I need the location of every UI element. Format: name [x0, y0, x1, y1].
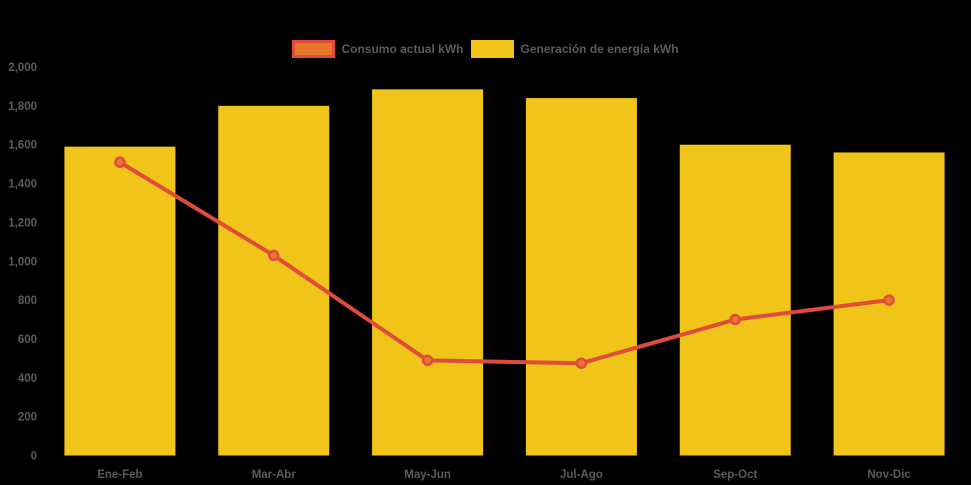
- y-tick-label: 400: [18, 373, 37, 385]
- y-tick-label: 1,000: [8, 256, 37, 268]
- x-tick-label: Mar-Abr: [252, 469, 297, 481]
- data-point-marker: [421, 354, 434, 367]
- legend-label-generacion: Generación de energía kWh: [520, 42, 679, 56]
- x-tick-label: Ene-Feb: [97, 469, 142, 481]
- y-tick-label: 1,600: [8, 140, 37, 152]
- x-tick-label: Jul-Ago: [560, 469, 603, 481]
- generation-bar: [64, 146, 176, 456]
- y-tick-label: 1,200: [8, 217, 37, 229]
- chart-legend: Consumo actual kWh Generación de energía…: [0, 40, 971, 58]
- generation-bar: [525, 98, 637, 456]
- y-tick-label: 1,800: [8, 101, 37, 113]
- generation-bar: [372, 89, 484, 456]
- legend-label-consumo: Consumo actual kWh: [341, 42, 464, 56]
- x-tick-label: Sep-Oct: [713, 469, 757, 481]
- y-tick-label: 800: [18, 295, 37, 307]
- generation-bar: [679, 144, 791, 456]
- data-point-marker: [575, 357, 588, 369]
- data-point-marker: [883, 294, 895, 306]
- y-tick-label: 1,400: [8, 179, 37, 191]
- legend-item-generacion-energia[interactable]: Generación de energía kWh: [471, 40, 679, 58]
- y-tick-label: 0: [31, 451, 37, 463]
- y-tick-label: 200: [18, 412, 37, 424]
- y-tick-label: 600: [18, 334, 37, 346]
- data-point-marker: [268, 249, 280, 262]
- x-tick-label: Nov-Dic: [867, 469, 911, 481]
- data-point-marker: [729, 313, 741, 326]
- legend-item-consumo-actual[interactable]: Consumo actual kWh: [292, 40, 463, 58]
- consumption-line: [117, 160, 892, 366]
- data-point-marker: [114, 156, 126, 168]
- y-tick-label: 2,000: [8, 62, 37, 74]
- x-tick-label: May-Jun: [404, 469, 451, 481]
- legend-swatch-generacion-icon: [471, 40, 515, 58]
- legend-swatch-consumo-icon: [292, 40, 336, 58]
